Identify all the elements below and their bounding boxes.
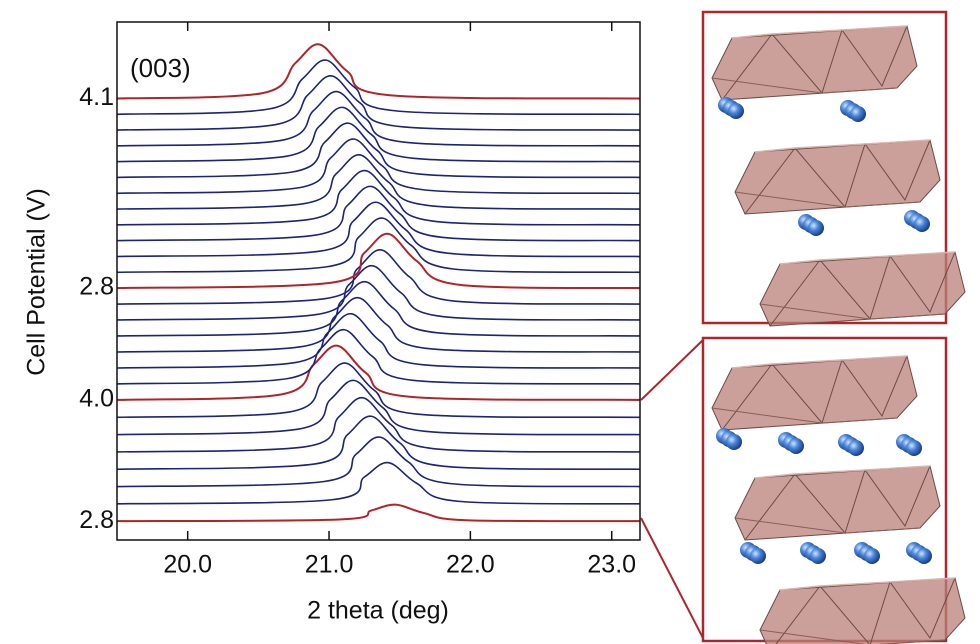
structure-panel-top bbox=[701, 10, 966, 327]
xrd-trace bbox=[116, 90, 641, 147]
xrd-trace bbox=[116, 249, 641, 305]
octahedral-layer bbox=[759, 251, 966, 327]
xrd-trace bbox=[116, 328, 641, 385]
xrd-trace bbox=[116, 138, 641, 195]
y-tick-label: 2.8 bbox=[79, 506, 114, 534]
xrd-trace bbox=[116, 43, 641, 100]
y-tick-label: 4.1 bbox=[79, 83, 114, 111]
annotation: (003) bbox=[130, 53, 191, 83]
xrd-trace bbox=[116, 297, 641, 353]
x-tick-label: 21.0 bbox=[305, 551, 354, 579]
xrd-trace bbox=[116, 415, 641, 471]
xrd-trace bbox=[116, 122, 641, 179]
y-axis-label: Cell Potential (V) bbox=[23, 188, 51, 376]
xrd-trace bbox=[116, 185, 641, 242]
xrd-trace bbox=[116, 313, 641, 369]
x-axis-label: 2 theta (deg) bbox=[307, 597, 449, 625]
xrd-trace bbox=[116, 59, 641, 116]
plot-frame bbox=[116, 21, 641, 541]
xrd-trace bbox=[116, 436, 641, 488]
x-tick-label: 22.0 bbox=[446, 551, 495, 579]
octahedral-layer bbox=[711, 355, 918, 431]
octahedral-layer bbox=[734, 465, 941, 541]
xrd-trace bbox=[116, 396, 641, 453]
xrd-trace bbox=[116, 217, 641, 274]
connector bbox=[640, 339, 704, 401]
x-tick-label: 20.0 bbox=[163, 551, 212, 579]
xrd-trace bbox=[116, 379, 641, 436]
xrd-trace bbox=[116, 75, 641, 131]
xrd-trace bbox=[116, 344, 641, 401]
xrd-trace bbox=[116, 106, 641, 163]
xrd-trace bbox=[116, 461, 641, 505]
y-tick-label: 2.8 bbox=[79, 273, 114, 301]
y-tick-label: 4.0 bbox=[79, 385, 114, 413]
octahedral-layer bbox=[711, 25, 918, 101]
xrd-trace bbox=[116, 265, 641, 321]
connector bbox=[640, 517, 704, 639]
xrd-trace bbox=[116, 169, 641, 226]
xrd-trace bbox=[116, 362, 641, 419]
xrd-trace bbox=[116, 154, 641, 210]
xrd-trace bbox=[116, 232, 641, 290]
plot bbox=[116, 22, 641, 540]
xrd-trace bbox=[116, 201, 641, 258]
x-tick-label: 23.0 bbox=[587, 551, 636, 579]
structure-panel-bottom bbox=[701, 336, 966, 644]
xrd-trace bbox=[116, 281, 641, 337]
octahedral-layer bbox=[734, 139, 941, 215]
xrd-trace bbox=[116, 503, 641, 523]
